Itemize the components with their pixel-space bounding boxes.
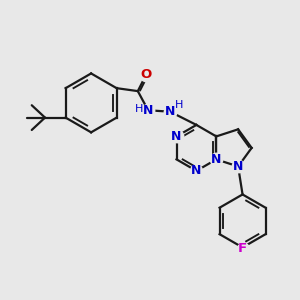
Text: N: N [211, 153, 221, 166]
Text: H: H [175, 100, 183, 110]
Text: F: F [238, 242, 247, 255]
Text: N: N [233, 160, 243, 173]
Text: H: H [134, 104, 143, 114]
Text: N: N [191, 164, 202, 177]
Text: N: N [171, 130, 182, 143]
Text: N: N [143, 104, 153, 117]
Text: O: O [140, 68, 152, 81]
Text: N: N [165, 105, 175, 118]
